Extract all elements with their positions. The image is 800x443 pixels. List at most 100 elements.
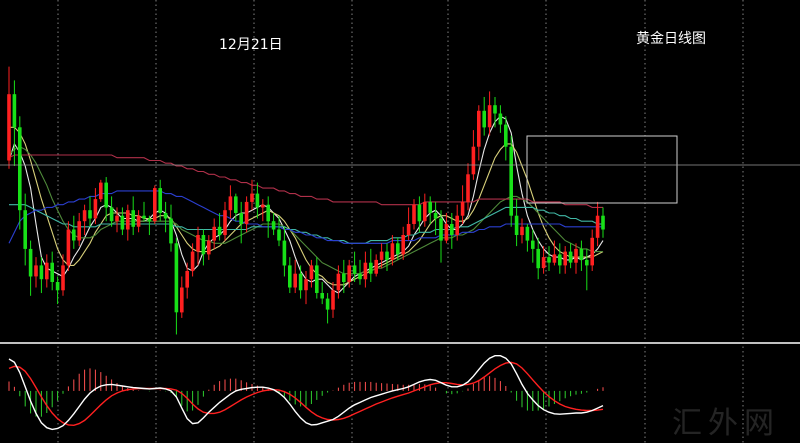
candle-body <box>23 210 27 249</box>
candle-body <box>547 257 551 263</box>
candle-body <box>45 262 49 280</box>
candle-body <box>525 226 530 241</box>
candle-body <box>223 210 227 236</box>
candle-body <box>196 235 200 252</box>
candle-body <box>115 215 119 222</box>
candle-body <box>477 110 481 147</box>
candle-body <box>498 113 503 125</box>
candle-body <box>12 94 17 128</box>
candlesticks <box>7 66 605 335</box>
macd-line <box>8 355 604 431</box>
candle-body <box>82 210 87 222</box>
candle-body <box>412 204 416 224</box>
candle-body <box>28 248 33 277</box>
candle-body <box>590 237 594 266</box>
candle-body <box>55 282 60 291</box>
candle-body <box>174 243 179 313</box>
candle-body <box>77 221 81 241</box>
candle-body <box>250 193 254 202</box>
candle-body <box>126 210 130 230</box>
candle-body <box>131 210 135 227</box>
range-box <box>526 135 678 204</box>
candle-body <box>514 215 519 235</box>
candle-body <box>153 188 157 222</box>
candle-body <box>239 213 243 224</box>
candle-body <box>261 204 265 208</box>
candle-body <box>574 248 578 263</box>
candle-body <box>104 182 108 208</box>
candle-body <box>563 251 567 266</box>
candle-body <box>347 265 351 282</box>
candle-body <box>234 196 238 213</box>
candle-body <box>531 240 535 249</box>
candle-body <box>493 105 497 114</box>
candle-body <box>331 290 335 310</box>
candle-body <box>352 265 357 274</box>
candle-body <box>325 298 330 310</box>
candle-body <box>369 262 373 274</box>
candle-body <box>66 229 71 266</box>
candle-body <box>320 293 324 299</box>
candle-body <box>455 215 459 235</box>
candle-body <box>601 215 605 230</box>
candle-body <box>158 188 162 213</box>
moving-average-line <box>9 204 603 244</box>
candle-body <box>93 199 98 219</box>
candle-body <box>315 265 319 293</box>
candle-body <box>277 229 281 241</box>
candle-body <box>417 204 422 222</box>
date-annotation: 12月21日 <box>219 37 283 53</box>
candle-body <box>466 174 470 202</box>
candle-body <box>298 273 303 291</box>
candle-body <box>487 105 492 128</box>
candle-body <box>439 218 443 241</box>
candle-body <box>212 226 216 241</box>
candle-body <box>50 262 54 282</box>
candle-body <box>558 254 562 266</box>
candle-body <box>390 243 395 260</box>
candle-body <box>358 273 362 280</box>
candle-body <box>266 204 270 222</box>
candle-body <box>207 240 211 255</box>
chart-title: 黄金日线图 <box>636 31 706 47</box>
candle-body <box>541 257 546 269</box>
candle-body <box>163 213 168 219</box>
macd-signal-line <box>8 361 604 427</box>
candle-body <box>374 259 378 274</box>
candle-body <box>61 265 65 291</box>
candle-body <box>282 240 287 266</box>
candle-body <box>190 251 195 271</box>
candle-body <box>147 218 152 222</box>
candle-body <box>536 248 540 269</box>
candle-body <box>423 201 427 222</box>
candle-body <box>244 201 249 224</box>
candle-body <box>18 127 22 211</box>
candle-body <box>396 243 400 255</box>
candle-body <box>72 229 76 241</box>
candle-body <box>450 224 454 235</box>
candle-body <box>433 213 438 219</box>
candle-body <box>217 226 222 236</box>
candle-body <box>406 224 411 235</box>
candle-body <box>293 273 297 288</box>
candle-body <box>255 193 260 208</box>
candle-body <box>401 235 405 255</box>
candle-body <box>342 273 346 282</box>
candle-body <box>579 248 584 260</box>
candle-body <box>169 218 173 244</box>
moving-average-line <box>8 115 604 294</box>
watermark-logo: 汇外网 <box>672 406 780 441</box>
candle-body <box>504 124 508 147</box>
candle-body <box>99 182 103 200</box>
candle-body <box>88 210 92 219</box>
candle-body <box>228 196 233 211</box>
candle-body <box>379 251 384 260</box>
candle-body <box>568 251 573 263</box>
candle-body <box>585 259 589 266</box>
moving-average-lines <box>8 115 604 294</box>
candle-body <box>309 265 314 280</box>
macd-panel <box>8 355 604 431</box>
candle-body <box>363 262 368 280</box>
candle-body <box>428 201 432 213</box>
